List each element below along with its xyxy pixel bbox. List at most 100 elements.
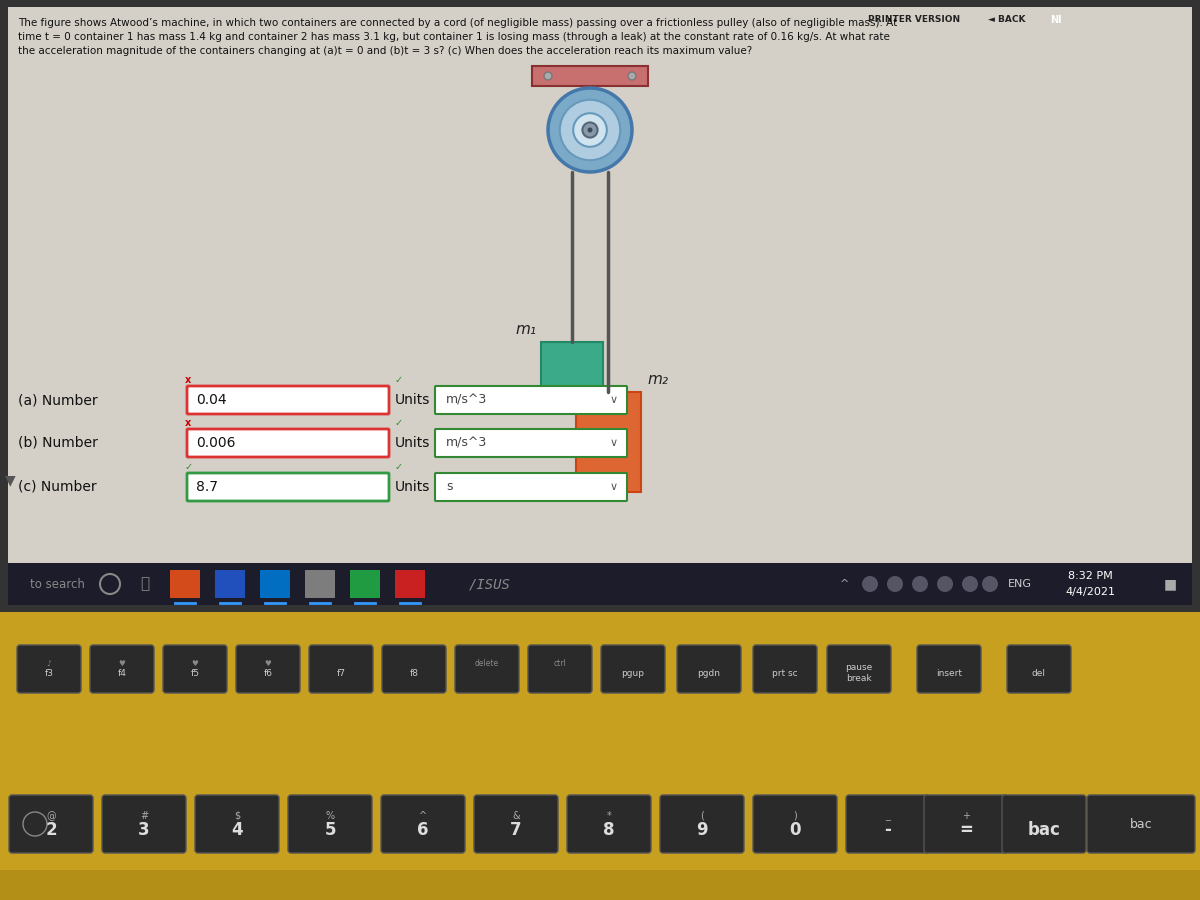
FancyBboxPatch shape — [436, 429, 628, 457]
Text: delete: delete — [475, 659, 499, 668]
FancyBboxPatch shape — [187, 386, 389, 414]
Bar — [8, 7, 1192, 32]
FancyBboxPatch shape — [102, 795, 186, 853]
FancyBboxPatch shape — [601, 645, 665, 693]
Text: 9: 9 — [696, 821, 708, 839]
Text: del: del — [1032, 669, 1046, 678]
Text: ♥: ♥ — [264, 659, 271, 668]
FancyBboxPatch shape — [854, 11, 974, 29]
FancyBboxPatch shape — [528, 645, 592, 693]
Text: ∨: ∨ — [610, 395, 618, 405]
Circle shape — [937, 576, 953, 592]
Text: 8:32 PM: 8:32 PM — [1068, 571, 1112, 581]
Text: #: # — [140, 811, 148, 821]
Text: ∨: ∨ — [610, 482, 618, 492]
Bar — [8, 7, 1192, 605]
Bar — [8, 7, 1192, 563]
FancyBboxPatch shape — [977, 11, 1037, 29]
Text: f8: f8 — [409, 669, 419, 678]
Text: ✓: ✓ — [395, 462, 403, 472]
Text: m/s^3: m/s^3 — [446, 436, 487, 449]
Text: (b) Number: (b) Number — [18, 436, 98, 450]
Bar — [0, 0, 1200, 612]
FancyBboxPatch shape — [917, 645, 982, 693]
FancyBboxPatch shape — [1040, 11, 1072, 29]
Circle shape — [912, 576, 928, 592]
Text: -: - — [884, 821, 892, 839]
FancyBboxPatch shape — [846, 795, 930, 853]
Text: m₁: m₁ — [515, 322, 536, 337]
Text: f5: f5 — [191, 669, 199, 678]
Text: ^: ^ — [840, 579, 853, 589]
Text: x: x — [185, 375, 191, 385]
Circle shape — [628, 72, 636, 80]
Circle shape — [962, 576, 978, 592]
FancyBboxPatch shape — [1087, 795, 1195, 853]
FancyBboxPatch shape — [382, 645, 446, 693]
Text: ■: ■ — [1164, 577, 1176, 591]
Text: ∨: ∨ — [610, 438, 618, 448]
Text: prt sc: prt sc — [772, 669, 798, 678]
Circle shape — [544, 72, 552, 80]
Text: PRINTER VERSION: PRINTER VERSION — [868, 15, 960, 24]
Bar — [576, 392, 641, 492]
Text: ⎕: ⎕ — [140, 577, 150, 591]
Text: ): ) — [793, 811, 797, 821]
FancyBboxPatch shape — [194, 795, 278, 853]
Bar — [0, 610, 1200, 900]
Text: pause
break: pause break — [845, 663, 872, 683]
Text: ✓: ✓ — [185, 462, 193, 472]
Text: ENG: ENG — [1008, 579, 1032, 589]
FancyBboxPatch shape — [236, 645, 300, 693]
Circle shape — [574, 113, 607, 147]
Text: =: = — [959, 821, 973, 839]
Text: 5: 5 — [324, 821, 336, 839]
FancyBboxPatch shape — [163, 645, 227, 693]
Text: (c) Number: (c) Number — [18, 480, 97, 494]
FancyBboxPatch shape — [305, 570, 335, 598]
FancyBboxPatch shape — [1007, 645, 1072, 693]
FancyBboxPatch shape — [260, 570, 290, 598]
FancyBboxPatch shape — [17, 645, 82, 693]
Text: @: @ — [46, 811, 56, 821]
Text: (: ( — [700, 811, 704, 821]
Text: m/s^3: m/s^3 — [446, 393, 487, 407]
Text: 8.7: 8.7 — [196, 480, 218, 494]
Text: time t = 0 container 1 has mass 1.4 kg and container 2 has mass 3.1 kg, but cont: time t = 0 container 1 has mass 1.4 kg a… — [18, 32, 890, 42]
Text: 2: 2 — [46, 821, 56, 839]
Text: Units: Units — [395, 436, 431, 450]
FancyBboxPatch shape — [436, 386, 628, 414]
Text: %: % — [325, 811, 335, 821]
Text: ^: ^ — [419, 811, 427, 821]
FancyBboxPatch shape — [754, 645, 817, 693]
Bar — [0, 870, 1200, 900]
Text: f4: f4 — [118, 669, 126, 678]
Circle shape — [582, 122, 598, 138]
Text: 8: 8 — [604, 821, 614, 839]
Text: Units: Units — [395, 480, 431, 494]
Text: ♥: ♥ — [119, 659, 126, 668]
FancyBboxPatch shape — [677, 645, 742, 693]
FancyBboxPatch shape — [90, 645, 154, 693]
Circle shape — [982, 576, 998, 592]
Text: Units: Units — [395, 393, 431, 407]
Text: *: * — [607, 811, 611, 821]
FancyBboxPatch shape — [924, 795, 1008, 853]
FancyBboxPatch shape — [568, 795, 650, 853]
Text: +: + — [962, 811, 970, 821]
Text: f3: f3 — [44, 669, 54, 678]
Text: (a) Number: (a) Number — [18, 393, 97, 407]
Text: x: x — [185, 418, 191, 428]
Bar — [8, 563, 1192, 605]
Text: $: $ — [234, 811, 240, 821]
Text: ◄ BACK: ◄ BACK — [989, 15, 1026, 24]
FancyBboxPatch shape — [660, 795, 744, 853]
Text: ✓: ✓ — [395, 375, 403, 385]
Text: insert: insert — [936, 669, 962, 678]
Text: ♪: ♪ — [47, 659, 52, 668]
Text: f6: f6 — [264, 669, 272, 678]
FancyBboxPatch shape — [187, 473, 389, 501]
FancyBboxPatch shape — [436, 473, 628, 501]
Text: 4: 4 — [232, 821, 242, 839]
Text: 0.006: 0.006 — [196, 436, 235, 450]
